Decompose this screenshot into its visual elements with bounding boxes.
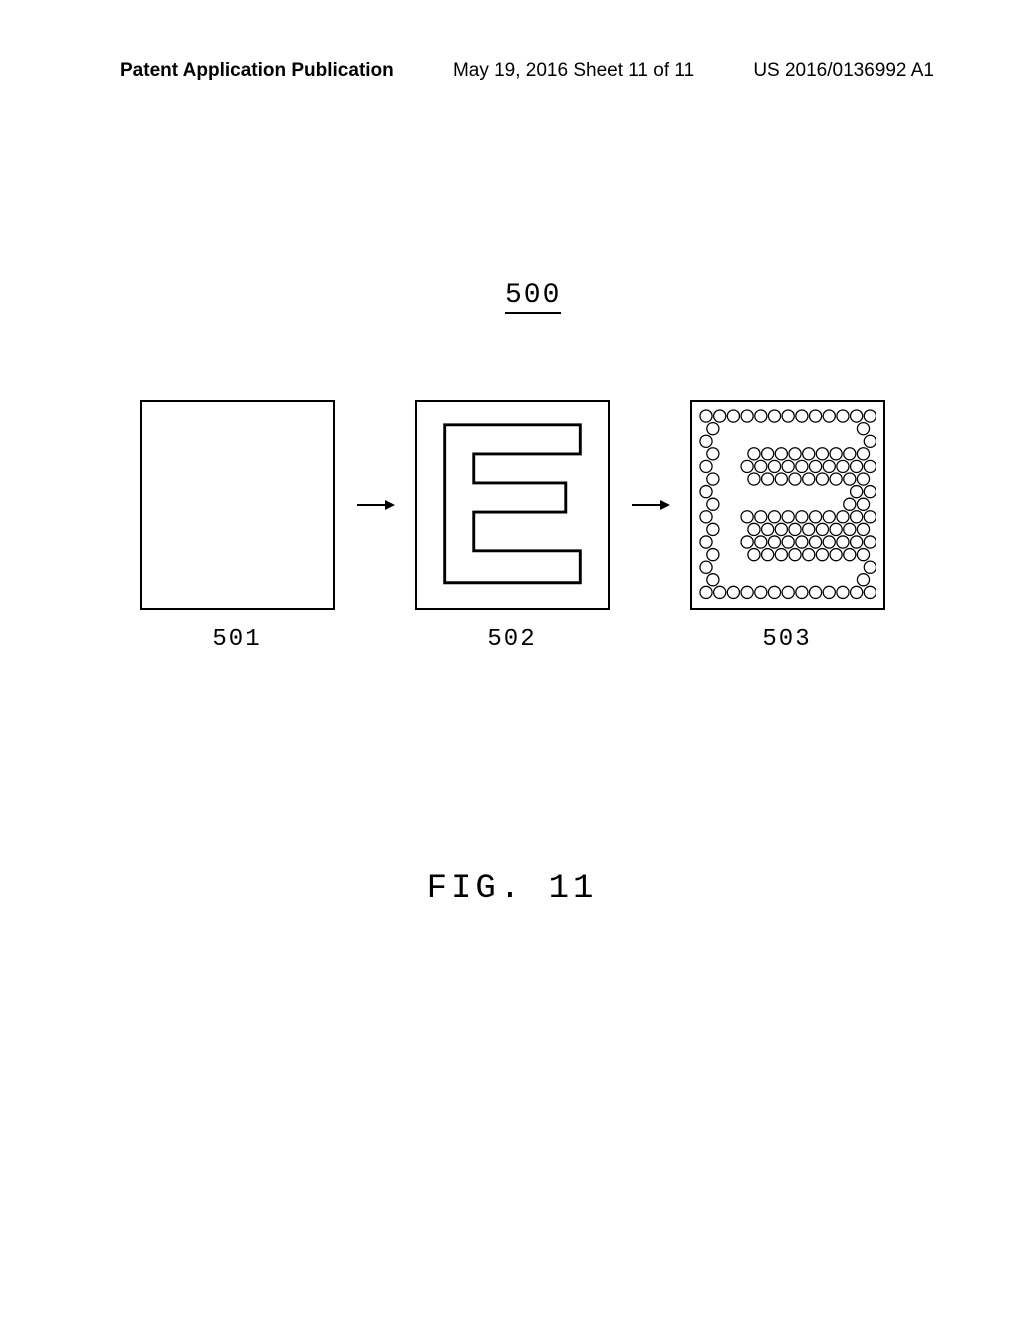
panel-502-label: 502 [487, 626, 536, 653]
panel-503-label: 503 [762, 626, 811, 653]
header-publication: Patent Application Publication [120, 60, 394, 82]
panel-501: 501 [140, 400, 335, 610]
panel-503: 503 [690, 400, 885, 610]
panel-501-label: 501 [212, 626, 261, 653]
page-header: Patent Application Publication May 19, 2… [0, 60, 1024, 82]
header-date-sheet: May 19, 2016 Sheet 11 of 11 [453, 60, 694, 82]
reference-numeral-500: 500 [505, 280, 561, 314]
e-outline-shape [435, 420, 590, 590]
arrow-2 [630, 495, 670, 515]
figure-caption: FIG. 11 [0, 870, 1024, 908]
arrow-1 [355, 495, 395, 515]
header-patent-number: US 2016/0136992 A1 [753, 60, 934, 82]
dot-pattern-e [698, 408, 877, 602]
panel-502: 502 [415, 400, 610, 610]
diagram-sequence: 501 502 503 [0, 400, 1024, 610]
